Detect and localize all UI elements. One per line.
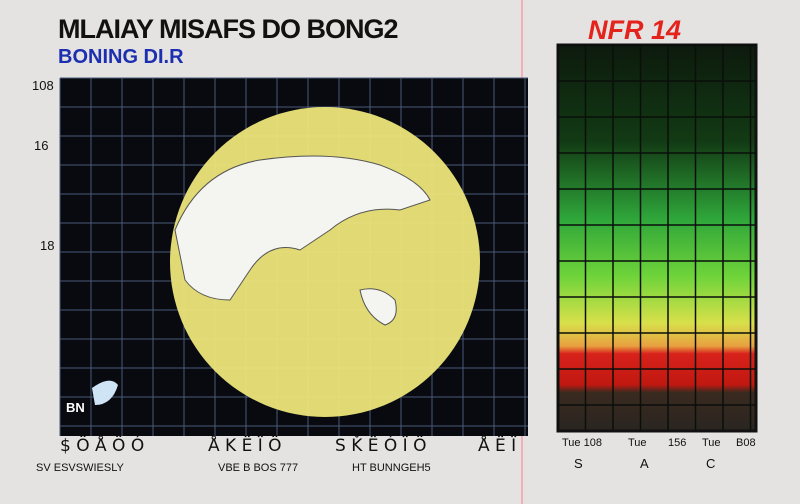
bottom-label: Å K Ë Ï Ö xyxy=(208,436,282,456)
footer-label: VBE B BOS 777 xyxy=(218,462,299,474)
landmass xyxy=(359,288,397,326)
heat-label: Tue xyxy=(702,437,721,449)
heat-label: Tue 108 xyxy=(562,437,602,449)
title: MLAIAY MISAFS DO BONG2 xyxy=(58,14,399,44)
landmass xyxy=(174,155,431,301)
heat-label: 156 xyxy=(668,437,687,449)
heat-letter: C xyxy=(706,456,716,471)
corner-label: BN xyxy=(66,400,85,415)
subtitle: BONING DI.R xyxy=(58,46,184,68)
heat-letter: A xyxy=(640,456,649,471)
axis-label: 16 xyxy=(34,138,49,153)
footer-label: HT BUNNGEH5 xyxy=(352,462,431,474)
marker xyxy=(92,380,118,405)
heat-label: B08 xyxy=(736,437,756,449)
bottom-label: Å Ë Ï xyxy=(478,436,517,456)
bottom-label: $ Ö Å Ö Ó xyxy=(60,436,145,456)
heat-panel xyxy=(556,43,758,433)
axis-label: 18 xyxy=(40,238,55,253)
heat-label: Tue xyxy=(628,437,647,449)
heat-letter: S xyxy=(574,456,583,471)
axis-label: 108 xyxy=(32,78,54,93)
badge: NFR 14 xyxy=(588,15,682,45)
footer-label: SV ESVSWIESLY xyxy=(36,462,124,474)
bottom-label: S Ǩ Ë Ó Ï Ö xyxy=(335,436,427,456)
heat-grid xyxy=(557,44,756,431)
